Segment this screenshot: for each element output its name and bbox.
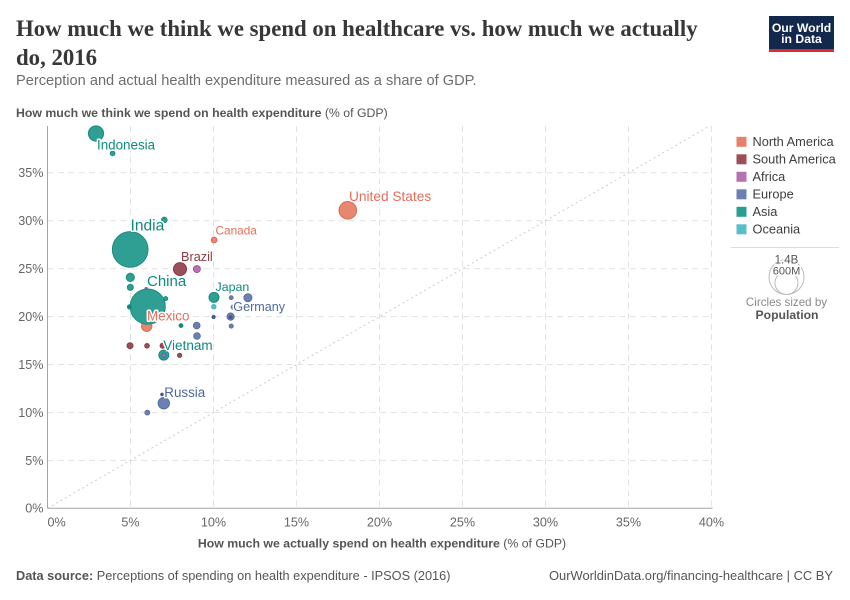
svg-text:Vietnam: Vietnam: [163, 338, 212, 353]
svg-text:How much we think we spend on: How much we think we spend on health exp…: [16, 106, 388, 120]
svg-text:40%: 40%: [699, 516, 724, 530]
svg-text:Africa: Africa: [753, 169, 787, 184]
svg-text:35%: 35%: [616, 516, 641, 530]
svg-text:OurWorldinData.org/financing-h: OurWorldinData.org/financing-healthcare …: [549, 568, 833, 583]
svg-text:0%: 0%: [48, 516, 66, 530]
svg-text:North America: North America: [753, 134, 835, 149]
svg-text:Population: Population: [756, 308, 819, 322]
svg-text:How much we actually spend on: How much we actually spend on health exp…: [198, 537, 566, 551]
svg-text:600M: 600M: [773, 266, 801, 278]
svg-text:30%: 30%: [18, 214, 43, 228]
svg-text:Russia: Russia: [164, 385, 205, 400]
svg-text:Canada: Canada: [216, 224, 258, 238]
svg-text:Asia: Asia: [753, 204, 779, 219]
svg-text:South America: South America: [753, 152, 837, 167]
svg-text:Indonesia: Indonesia: [97, 138, 156, 153]
svg-text:30%: 30%: [533, 516, 558, 530]
svg-text:20%: 20%: [18, 310, 43, 324]
svg-text:1.4B: 1.4B: [775, 255, 799, 267]
svg-text:20%: 20%: [367, 516, 392, 530]
svg-text:5%: 5%: [25, 454, 43, 468]
svg-text:India: India: [131, 218, 165, 235]
svg-text:0%: 0%: [25, 502, 43, 516]
svg-text:Europe: Europe: [753, 187, 794, 202]
svg-text:5%: 5%: [121, 516, 139, 530]
svg-text:Data source: Perceptions of sp: Data source: Perceptions of spending on …: [16, 568, 450, 583]
svg-text:25%: 25%: [18, 262, 43, 276]
svg-text:Japan: Japan: [216, 280, 250, 294]
svg-text:15%: 15%: [284, 516, 309, 530]
svg-text:10%: 10%: [18, 406, 43, 420]
svg-text:Brazil: Brazil: [181, 250, 213, 264]
svg-text:10%: 10%: [201, 516, 226, 530]
svg-text:China: China: [147, 273, 187, 290]
svg-text:Circles sized by: Circles sized by: [746, 296, 827, 309]
svg-text:15%: 15%: [18, 358, 43, 372]
svg-text:Mexico: Mexico: [147, 308, 189, 323]
svg-text:Germany: Germany: [233, 300, 285, 314]
svg-text:United States: United States: [349, 189, 431, 204]
svg-text:35%: 35%: [18, 166, 43, 180]
svg-text:25%: 25%: [450, 516, 475, 530]
svg-text:Oceania: Oceania: [753, 222, 802, 237]
